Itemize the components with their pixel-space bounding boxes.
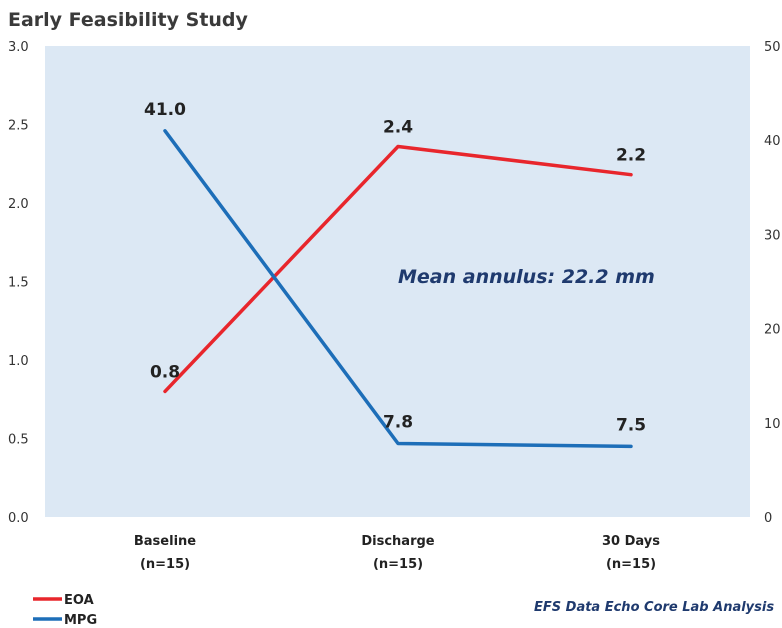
x-tick-label: 30 Days <box>602 534 660 549</box>
series-line-eoa <box>163 144 633 394</box>
x-axis: Baseline (n=15) Discharge (n=15) 30 Days (n=1… <box>134 534 660 572</box>
left-tick-label: 1.0 <box>8 354 29 369</box>
data-label-mpg: 41.0 <box>144 100 186 120</box>
series-line-mpg <box>163 129 633 449</box>
data-label-mpg: 7.5 <box>616 415 646 435</box>
right-tick-label: 10 <box>764 417 781 432</box>
left-axis: 0.0 0.5 1.0 1.5 2.0 2.5 3.0 <box>8 40 29 526</box>
right-tick-label: 50 <box>764 40 781 55</box>
series-lines <box>163 129 633 449</box>
left-tick-label: 1.5 <box>8 276 29 291</box>
right-tick-label: 40 <box>764 134 781 149</box>
plot-area <box>45 46 750 517</box>
x-tick-label: Discharge <box>361 534 434 549</box>
annotation: Mean annulus: 22.2 mm <box>398 266 655 288</box>
source-note: EFS Data Echo Core Lab Analysis <box>534 600 774 615</box>
chart-title: Early Feasibility Study <box>8 9 249 31</box>
legend: EOA MPG <box>33 593 97 628</box>
left-tick-label: 3.0 <box>8 40 29 55</box>
right-tick-label: 30 <box>764 228 781 243</box>
data-labels: 0.8 2.4 2.2 41.0 7.8 7.5 <box>144 100 646 436</box>
x-tick-label: (n=15) <box>373 557 423 572</box>
x-tick-label: (n=15) <box>140 557 190 572</box>
x-tick-label: Baseline <box>134 534 196 549</box>
left-tick-label: 2.0 <box>8 197 29 212</box>
right-tick-label: 0 <box>764 511 772 526</box>
data-label-eoa: 2.4 <box>383 117 413 137</box>
x-tick-label: (n=15) <box>606 557 656 572</box>
data-label-eoa: 2.2 <box>616 146 646 166</box>
left-tick-label: 0.0 <box>8 511 29 526</box>
right-axis: 0 10 20 30 40 50 <box>764 40 781 526</box>
right-tick-label: 20 <box>764 323 781 338</box>
legend-label-eoa: EOA <box>64 593 94 608</box>
data-label-mpg: 7.8 <box>383 413 413 433</box>
left-tick-label: 2.5 <box>8 119 29 134</box>
left-tick-label: 0.5 <box>8 433 29 448</box>
legend-label-mpg: MPG <box>64 613 97 628</box>
data-label-eoa: 0.8 <box>150 362 180 382</box>
